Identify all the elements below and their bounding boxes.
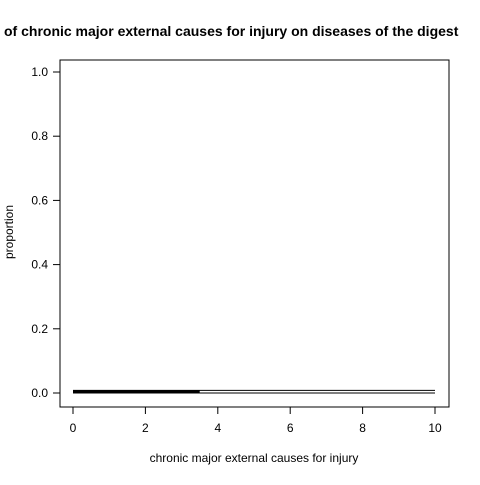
x-tick-label: 8	[359, 421, 366, 435]
x-tick-label: 6	[287, 421, 294, 435]
y-tick-label: 0.6	[31, 193, 48, 207]
series-layer	[73, 389, 435, 394]
y-tick-label: 0.4	[31, 258, 48, 272]
y-tick-label: 0.2	[31, 322, 48, 336]
y-tick-label: 1.0	[31, 65, 48, 79]
y-axis-label: proportion	[2, 205, 16, 259]
x-tick-label: 4	[214, 421, 221, 435]
y-tick-label: 0.8	[31, 129, 48, 143]
chart-title: of chronic major external causes for inj…	[4, 23, 459, 39]
y-tick-label: 0.0	[31, 386, 48, 400]
x-tick-label: 2	[142, 421, 149, 435]
y-axis: 0.0 0.2 0.4 0.6 0.8 1.0	[31, 65, 61, 400]
x-tick-label: 10	[428, 421, 442, 435]
x-tick-label: 0	[70, 421, 77, 435]
x-axis-label: chronic major external causes for injury	[150, 451, 359, 465]
x-axis: 0 2 4 6 8 10	[70, 406, 442, 435]
plot-area-frame	[59, 59, 450, 408]
